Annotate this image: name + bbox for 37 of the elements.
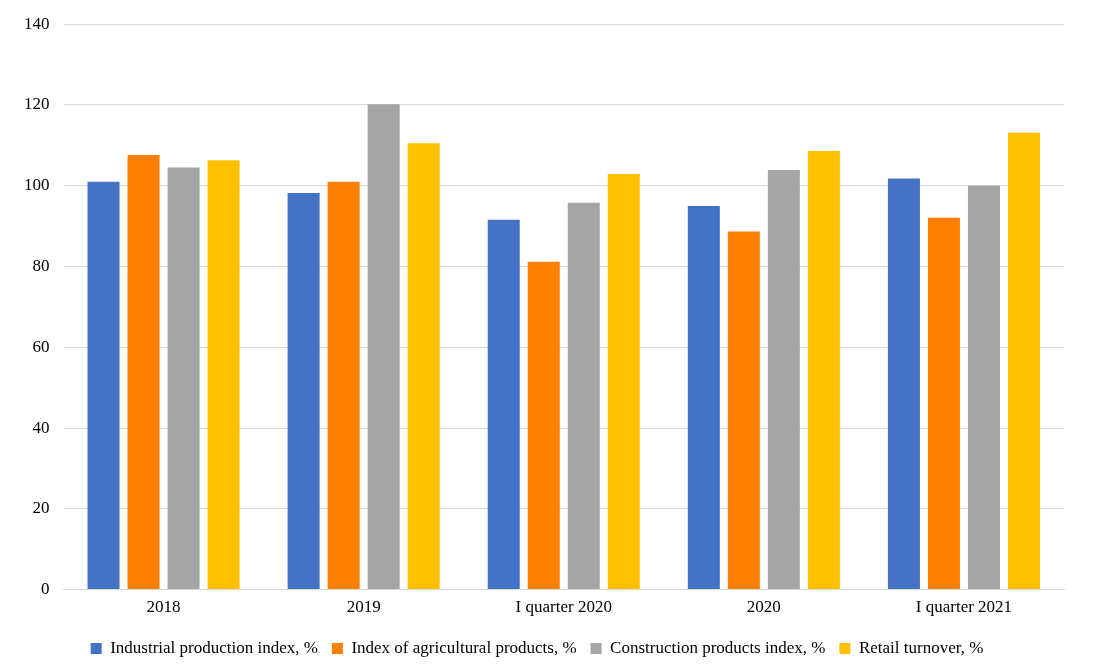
y-tick-label: 120 <box>24 94 50 114</box>
bar <box>927 217 960 590</box>
bar <box>727 231 760 590</box>
bar <box>367 104 400 590</box>
x-tick-label: 2019 <box>346 597 381 617</box>
x-tick-label: 2020 <box>746 597 781 617</box>
bar <box>1007 132 1040 590</box>
bar <box>207 160 240 590</box>
y-tick-label: 80 <box>32 255 50 275</box>
bar <box>327 181 360 590</box>
bar <box>687 205 720 590</box>
y-tick-label: 100 <box>24 175 50 195</box>
legend-label: Index of agricultural products, % <box>351 637 577 657</box>
legend-label: Industrial production index, % <box>110 637 318 657</box>
bar <box>967 185 1000 590</box>
bar <box>487 219 520 590</box>
bar <box>527 261 560 590</box>
x-tick-label: I quarter 2020 <box>515 597 612 617</box>
bar <box>407 143 440 590</box>
bar <box>607 174 640 590</box>
bar <box>767 169 800 590</box>
legend-label: Retail turnover, % <box>858 637 984 657</box>
bar <box>167 167 200 590</box>
y-tick-label: 20 <box>32 498 50 518</box>
y-tick-label: 40 <box>32 417 50 437</box>
bar <box>287 193 320 590</box>
bar <box>887 178 920 590</box>
y-tick-label: 0 <box>41 579 50 599</box>
y-tick-label: 60 <box>32 336 50 356</box>
x-tick-label: I quarter 2021 <box>915 597 1013 617</box>
bar <box>807 151 840 590</box>
x-tick-label: 2018 <box>146 597 181 617</box>
bar <box>127 155 160 590</box>
bar <box>567 202 600 590</box>
legend-label: Construction products index, % <box>610 637 826 657</box>
y-tick-label: 140 <box>24 13 50 33</box>
bar <box>87 181 120 590</box>
